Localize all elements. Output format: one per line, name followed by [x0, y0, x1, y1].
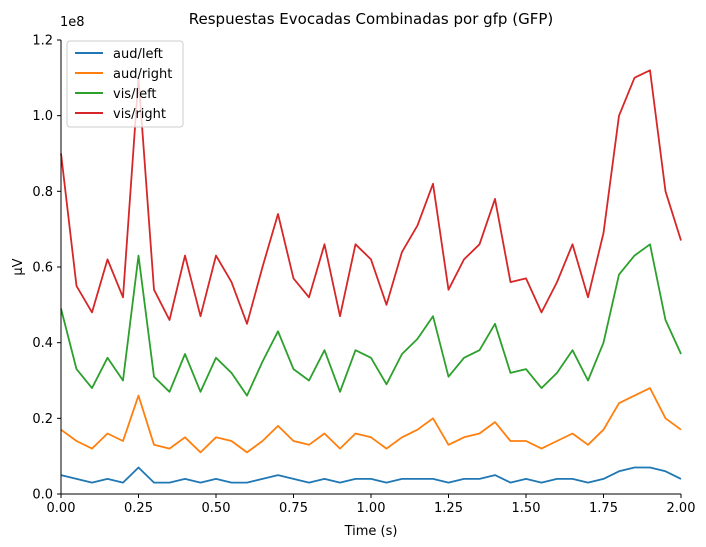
y-tick-label: 1.0	[32, 109, 53, 124]
x-tick-label: 2.00	[667, 501, 696, 516]
legend: aud/left aud/right vis/left vis/right	[66, 40, 184, 128]
legend-label: vis/right	[113, 107, 166, 122]
x-tick-label: 1.50	[512, 501, 541, 516]
x-axis-label: Time (s)	[344, 524, 398, 539]
series-line-vis-right	[60, 69, 682, 325]
legend-label: aud/right	[113, 67, 172, 82]
x-tick-label: 0.50	[202, 501, 231, 516]
legend-label: aud/left	[113, 47, 163, 62]
y-tick-label: 0.2	[32, 412, 53, 427]
y-axis-label: µV	[11, 258, 26, 275]
legend-label: vis/left	[113, 87, 157, 102]
y-offset-label: 1e8	[60, 15, 85, 30]
x-tick-label: 1.75	[589, 501, 618, 516]
x-tick-label: 0.25	[124, 501, 153, 516]
y-tick-label: 0.8	[32, 185, 53, 200]
y-tick-label: 0.0	[32, 488, 53, 503]
x-tick-label: 0.75	[279, 501, 308, 516]
y-tick-label: 0.6	[32, 261, 53, 276]
x-tick-label: 1.00	[357, 501, 386, 516]
x-tick-label: 1.25	[434, 501, 463, 516]
series-line-vis-left	[60, 243, 682, 397]
y-tick-label: 1.2	[32, 34, 53, 49]
legend-frame	[66, 40, 184, 128]
series-line-aud-left	[60, 466, 682, 484]
y-tick-label: 0.4	[32, 336, 53, 351]
x-tick-label: 0.00	[47, 501, 76, 516]
chart-title: Respuestas Evocadas Combinadas por gfp (…	[189, 10, 553, 28]
plot-area: 0.00 0.25 0.50 0.75 1.00 1.25 1.50 1.75 2.00 0.0 0…	[32, 34, 695, 517]
series-line-aud-right	[60, 387, 682, 454]
